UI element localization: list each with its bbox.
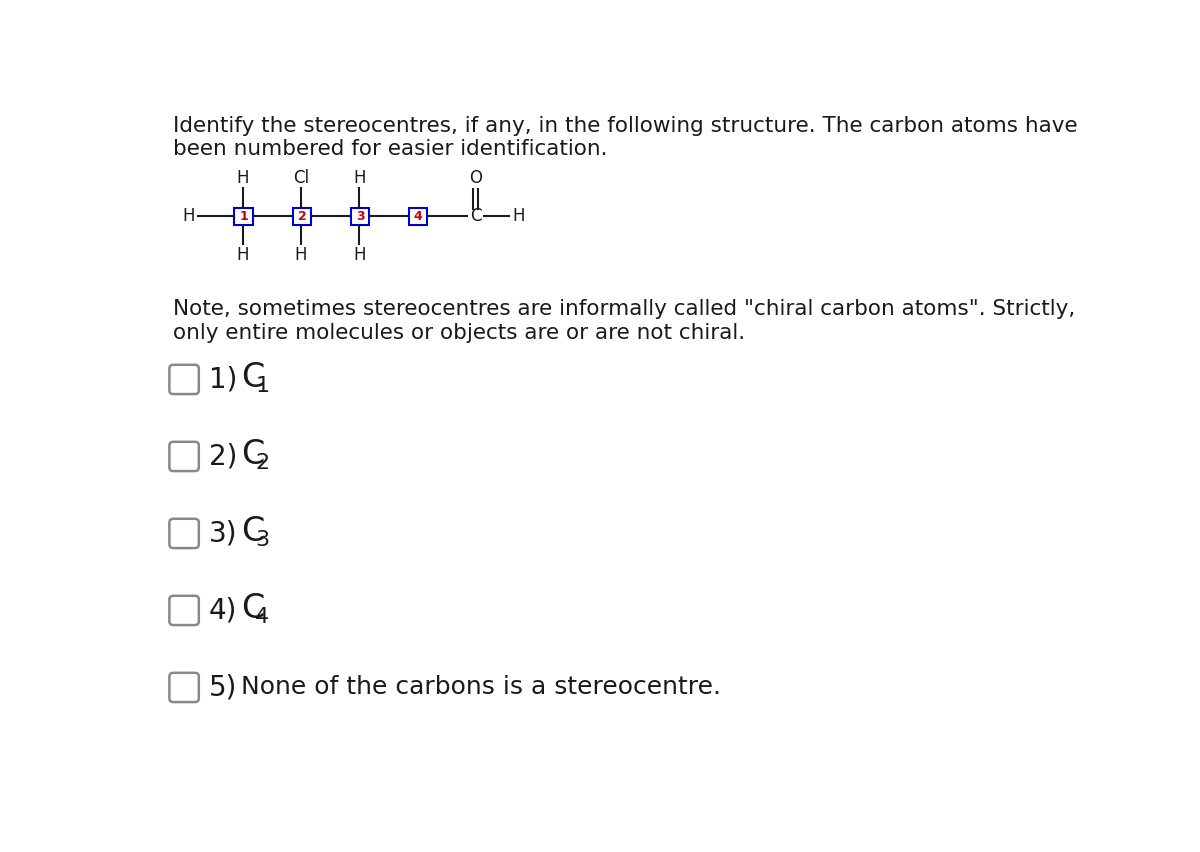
Text: H: H <box>295 245 307 264</box>
Text: 3): 3) <box>209 520 238 548</box>
Text: 2: 2 <box>256 452 270 473</box>
FancyBboxPatch shape <box>293 208 311 225</box>
Text: C: C <box>295 207 307 225</box>
Text: C: C <box>238 207 248 225</box>
Text: 5): 5) <box>209 673 238 701</box>
Text: C: C <box>241 361 265 394</box>
FancyBboxPatch shape <box>169 596 199 625</box>
Text: H: H <box>236 169 250 187</box>
Text: Note, sometimes stereocentres are informally called "chiral carbon atoms". Stric: Note, sometimes stereocentres are inform… <box>173 298 1075 319</box>
FancyBboxPatch shape <box>169 442 199 471</box>
Text: 2: 2 <box>298 210 306 222</box>
Text: 3: 3 <box>355 210 365 222</box>
Text: C: C <box>241 515 265 549</box>
Text: C: C <box>241 439 265 471</box>
Text: 1): 1) <box>209 366 238 394</box>
Text: H: H <box>353 245 366 264</box>
Text: 3: 3 <box>256 530 270 550</box>
Text: None of the carbons is a stereocentre.: None of the carbons is a stereocentre. <box>241 676 721 699</box>
Text: H: H <box>512 207 524 225</box>
FancyBboxPatch shape <box>169 673 199 702</box>
FancyBboxPatch shape <box>409 208 427 225</box>
Text: 4: 4 <box>256 607 270 626</box>
FancyBboxPatch shape <box>169 519 199 548</box>
Text: Cl: Cl <box>293 169 310 187</box>
Text: only entire molecules or objects are or are not chiral.: only entire molecules or objects are or … <box>173 323 745 343</box>
Text: been numbered for easier identification.: been numbered for easier identification. <box>173 139 607 159</box>
Text: C: C <box>469 207 481 225</box>
FancyBboxPatch shape <box>234 208 253 225</box>
Text: Identify the stereocentres, if any, in the following structure. The carbon atoms: Identify the stereocentres, if any, in t… <box>173 116 1078 136</box>
Text: 1: 1 <box>256 376 270 395</box>
Text: H: H <box>353 169 366 187</box>
Text: 2): 2) <box>209 442 238 470</box>
Text: C: C <box>354 207 365 225</box>
Text: H: H <box>182 207 194 225</box>
Text: O: O <box>469 169 482 187</box>
FancyBboxPatch shape <box>350 208 370 225</box>
Text: H: H <box>236 245 250 264</box>
Text: C: C <box>241 592 265 625</box>
Text: C: C <box>412 207 424 225</box>
Text: 4): 4) <box>209 596 238 625</box>
FancyBboxPatch shape <box>169 365 199 394</box>
Text: 4: 4 <box>414 210 422 222</box>
Text: 1: 1 <box>240 210 248 222</box>
